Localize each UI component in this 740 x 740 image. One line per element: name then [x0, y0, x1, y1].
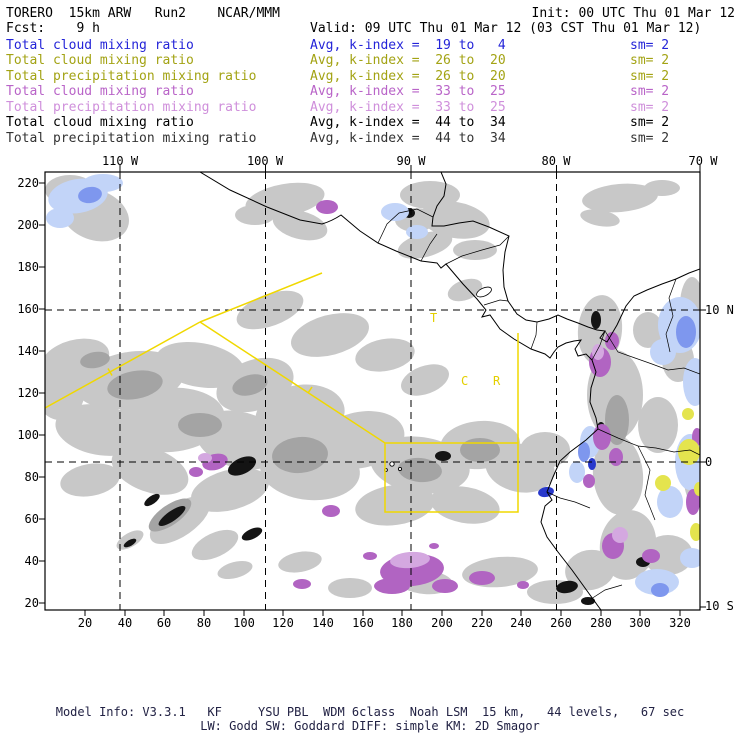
axis-label-grid-y: 180 — [17, 260, 39, 274]
axis-label-grid-x: 60 — [156, 616, 172, 630]
pacific-coastline — [199, 172, 602, 610]
legend-field-label: Total cloud mixing ratio — [6, 84, 194, 99]
axis-label-grid-x: 120 — [272, 616, 294, 630]
axis-label-grid-x: 20 — [77, 616, 93, 630]
valid-time: Valid: 09 UTC Thu 01 Mar 12 (03 CST Thu … — [310, 21, 702, 36]
track-leg-east — [199, 321, 386, 444]
axis-label-grid-y: 220 — [17, 176, 39, 190]
legend-field-label: Total cloud mixing ratio — [6, 115, 194, 130]
site-label-c: C — [461, 374, 468, 388]
legend-kindex-stat: Avg, k-index = 26 to 20 — [310, 53, 506, 68]
legend-smooth-value: sm= 2 — [630, 131, 670, 146]
legend-kindex-stat: Avg, k-index = 44 to 34 — [310, 115, 506, 130]
axis-label-lon: 110 W — [101, 154, 139, 168]
axis-label-grid-y: 60 — [24, 512, 39, 526]
axis-label-grid-y: 20 — [24, 596, 39, 610]
legend-kindex-stat: Avg, k-index = 19 to 4 — [310, 38, 506, 53]
shading-yellow — [655, 408, 700, 541]
graticule-dashed — [45, 172, 700, 610]
site-label-t: T — [430, 311, 437, 325]
axis-label-lon: 80 W — [541, 154, 571, 168]
legend-row: Total cloud mixing ratio Avg, k-index = … — [0, 84, 740, 99]
track-leg-west — [45, 321, 201, 409]
axis-label-grid-x: 300 — [629, 616, 651, 630]
legend-kindex-stat: Avg, k-index = 33 to 25 — [310, 84, 506, 99]
legend-row: Total precipitation mixing ratio Avg, k-… — [0, 100, 740, 115]
legend-kindex-stat: Avg, k-index = 26 to 20 — [310, 69, 506, 84]
axis-label-grid-x: 200 — [431, 616, 453, 630]
axis-label-grid-x: 260 — [550, 616, 572, 630]
axis-label-grid-x: 280 — [590, 616, 612, 630]
legend-row: Total cloud mixing ratio Avg, k-index = … — [0, 38, 740, 53]
legend-field-label: Total cloud mixing ratio — [6, 53, 194, 68]
site-label-r: R — [493, 374, 501, 388]
axis-label-grid-y: 140 — [17, 344, 39, 358]
map-frame — [39, 165, 706, 616]
cloud-shading-blue-medium — [78, 186, 696, 597]
track-leg-north — [199, 272, 323, 323]
axis-label-lon: 90 W — [396, 154, 426, 168]
precip-shading-purple-light — [198, 344, 628, 569]
lake-nicaragua — [476, 286, 492, 298]
legend-smooth-value: sm= 2 — [630, 84, 670, 99]
axis-label-grid-x: 40 — [117, 616, 133, 630]
axis-label-grid-y: 160 — [17, 302, 39, 316]
physics-info-line: LW: Godd SW: Goddard DIFF: simple KM: 2D… — [200, 719, 540, 733]
cloud-shading-gray — [45, 175, 700, 604]
legend-smooth-value: sm= 2 — [630, 38, 670, 53]
axis-label-grid-x: 180 — [391, 616, 413, 630]
model-run-title: TORERO 15km ARW Run2 NCAR/MMM — [6, 6, 280, 21]
axis-label-grid-x: 240 — [510, 616, 532, 630]
flight-track — [45, 272, 519, 513]
axis-label-grid-y: 100 — [17, 428, 39, 442]
legend-field-label: Total cloud mixing ratio — [6, 38, 194, 53]
init-time: Init: 00 UTC Thu 01 Mar 12 — [531, 6, 736, 21]
axis-label-grid-y: 80 — [24, 470, 39, 484]
axis-label-lat: 10 N — [705, 303, 734, 317]
track-waypoint-tick — [107, 368, 113, 376]
legend-kindex-stat: Avg, k-index = 44 to 34 — [310, 131, 506, 146]
model-info-line: Model Info: V3.3.1 KF YSU PBL WDM 6class… — [55, 705, 685, 719]
axis-ticks — [39, 165, 706, 616]
track-waypoint-tick — [307, 386, 313, 394]
axis-label-grid-x: 100 — [233, 616, 255, 630]
axis-label-grid-x: 160 — [352, 616, 374, 630]
legend-smooth-value: sm= 2 — [630, 100, 670, 115]
legend-field-label: Total precipitation mixing ratio — [6, 131, 257, 146]
axis-label-lat: 0 — [705, 455, 713, 469]
axis-label-grid-x: 80 — [196, 616, 212, 630]
track-survey-box — [384, 442, 519, 513]
axis-label-grid-x: 140 — [312, 616, 334, 630]
legend-smooth-value: sm= 2 — [630, 115, 670, 130]
legend-field-label: Total precipitation mixing ratio — [6, 69, 257, 84]
axis-label-grid-y: 200 — [17, 218, 39, 232]
axis-label-grid-y: 120 — [17, 386, 39, 400]
axis-label-lat: 10 S — [705, 599, 734, 613]
country-borders — [377, 208, 700, 600]
axis-label-grid-x: 320 — [669, 616, 691, 630]
track-site-labels: T C R — [430, 311, 501, 388]
legend-smooth-value: sm= 2 — [630, 53, 670, 68]
legend-row: Total precipitation mixing ratio Avg, k-… — [0, 131, 740, 146]
axis-label-grid-x: 220 — [471, 616, 493, 630]
legend-field-label: Total precipitation mixing ratio — [6, 100, 257, 115]
forecast-hour: Fcst: 9 h — [6, 21, 100, 36]
cloud-shading-blue-dark — [538, 458, 596, 498]
legend-row: Total cloud mixing ratio Avg, k-index = … — [0, 53, 740, 68]
axis-label-grid-y: 40 — [24, 554, 39, 568]
axis-label-lon: 100 W — [246, 154, 284, 168]
legend-smooth-value: sm= 2 — [630, 69, 670, 84]
legend-row: Total precipitation mixing ratio Avg, k-… — [0, 69, 740, 84]
axis-label-lon: 70 W — [688, 154, 718, 168]
legend-kindex-stat: Avg, k-index = 33 to 25 — [310, 100, 506, 115]
legend-row: Total cloud mixing ratio Avg, k-index = … — [0, 115, 740, 130]
